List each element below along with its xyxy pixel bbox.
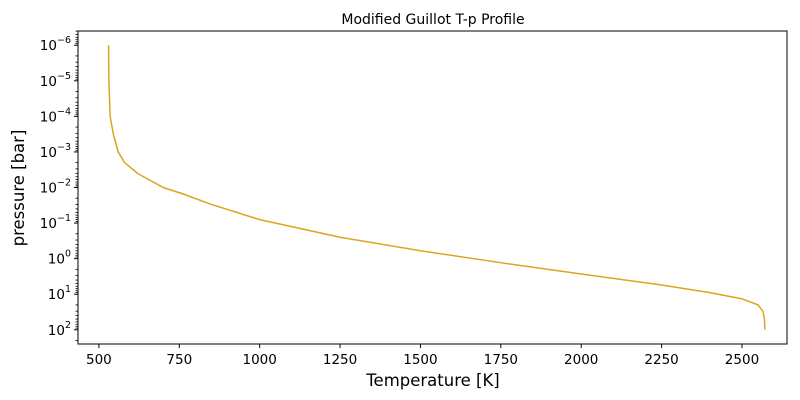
x-tick-label: 2250 bbox=[644, 352, 678, 368]
x-axis: 500 750 1000 1250 1500 1750 2000 2250 2500 bbox=[86, 344, 759, 368]
x-tick-label: 1250 bbox=[323, 352, 357, 368]
x-tick-label: 2000 bbox=[564, 352, 598, 368]
x-tick-label: 500 bbox=[86, 352, 112, 368]
x-tick-label: 1500 bbox=[403, 352, 437, 368]
chart-title: Modified Guillot T-p Profile bbox=[341, 12, 524, 28]
series-line bbox=[107, 45, 766, 330]
y-axis-label: pressure [bar] bbox=[9, 130, 28, 247]
x-tick-label: 750 bbox=[166, 352, 192, 368]
x-tick-label: 1750 bbox=[484, 352, 518, 368]
x-tick-label: 2500 bbox=[725, 352, 759, 368]
y-axis-minor-ticks bbox=[75, 30, 78, 341]
x-axis-label: Temperature [K] bbox=[365, 371, 499, 390]
x-tick-label: 1000 bbox=[242, 352, 276, 368]
